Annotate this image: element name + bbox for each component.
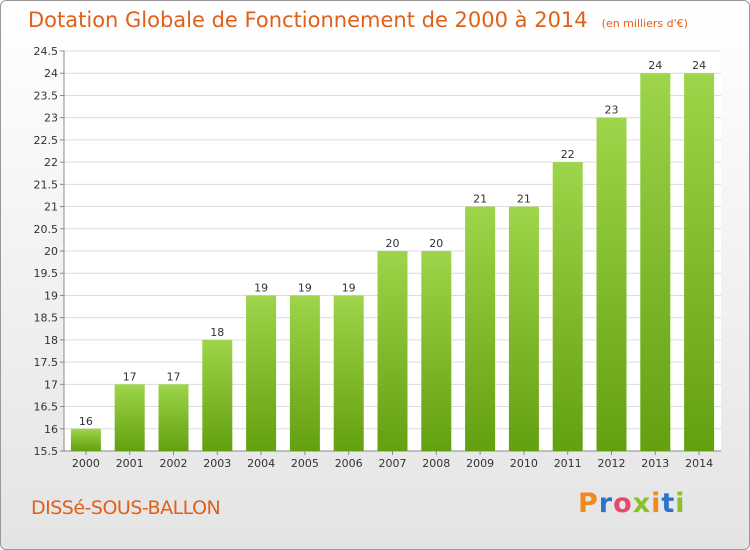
value-label-2005: 19 bbox=[298, 281, 312, 294]
y-tick-label: 16.5 bbox=[34, 401, 59, 414]
value-label-2006: 19 bbox=[342, 281, 356, 294]
y-tick-label: 17.5 bbox=[34, 356, 59, 369]
logo-letter: o bbox=[613, 488, 633, 519]
x-tick-label-2011: 2011 bbox=[554, 457, 582, 470]
y-tick-label: 24 bbox=[44, 67, 58, 80]
unit-label: (en milliers d'€) bbox=[601, 17, 688, 30]
value-label-2003: 18 bbox=[210, 326, 224, 339]
x-tick-label-2005: 2005 bbox=[291, 457, 319, 470]
value-label-2009: 21 bbox=[473, 193, 487, 206]
x-tick-label-2010: 2010 bbox=[510, 457, 538, 470]
city-name: DISSé-SOUS-BALLON bbox=[31, 497, 221, 519]
x-tick-label-2000: 2000 bbox=[72, 457, 100, 470]
y-tick-label: 17 bbox=[44, 378, 58, 391]
y-tick-label: 20.5 bbox=[34, 223, 59, 236]
y-tick-label: 23.5 bbox=[34, 89, 59, 102]
x-tick-label-2002: 2002 bbox=[160, 457, 188, 470]
bar-2002 bbox=[158, 384, 189, 451]
x-tick-label-2012: 2012 bbox=[598, 457, 626, 470]
logo-letter: i bbox=[675, 488, 686, 519]
logo-letter: t bbox=[661, 488, 676, 519]
y-tick-label: 20 bbox=[44, 245, 58, 258]
value-label-2000: 16 bbox=[79, 415, 93, 428]
y-tick-label: 18.5 bbox=[34, 312, 59, 325]
bar-2005 bbox=[289, 295, 320, 451]
bar-layer: 16 17 17 18 19 19 19 20 20 21 21 22 23 24 24 bbox=[70, 59, 715, 452]
x-tick-label-2007: 2007 bbox=[379, 457, 407, 470]
bar-2014 bbox=[684, 73, 715, 451]
x-tick-label-2006: 2006 bbox=[335, 457, 363, 470]
y-tick-label: 21 bbox=[44, 201, 58, 214]
title-text: Dotation Globale de Fonctionnement de 20… bbox=[28, 8, 588, 32]
bar-2006 bbox=[333, 295, 364, 451]
bar-2003 bbox=[202, 339, 233, 451]
value-label-2004: 19 bbox=[254, 281, 268, 294]
x-tick-label-2001: 2001 bbox=[116, 457, 144, 470]
x-tick-label-2013: 2013 bbox=[641, 457, 669, 470]
logo-letter: r bbox=[598, 488, 614, 519]
value-label-2002: 17 bbox=[167, 370, 181, 383]
x-tick-label-2014: 2014 bbox=[685, 457, 713, 470]
y-tick-label: 22.5 bbox=[34, 134, 59, 147]
chart-title: Dotation Globale de Fonctionnement de 20… bbox=[28, 8, 688, 32]
value-label-2012: 23 bbox=[605, 104, 619, 117]
x-tick-label-2008: 2008 bbox=[422, 457, 450, 470]
y-tick-label: 16 bbox=[44, 423, 58, 436]
y-tick-label: 18 bbox=[44, 334, 58, 347]
y-tick-label: 24.5 bbox=[34, 45, 59, 58]
x-tick-label-2004: 2004 bbox=[247, 457, 275, 470]
bar-2011 bbox=[552, 162, 583, 451]
axis-layer: 15.5 16 16.5 17 17.5 18 18.5 19 19.5 20 20.5 21 21.5… bbox=[34, 45, 721, 470]
bar-2001 bbox=[114, 384, 145, 451]
y-tick-label: 19 bbox=[44, 289, 58, 302]
value-label-2008: 20 bbox=[429, 237, 443, 250]
value-label-2013: 24 bbox=[648, 59, 662, 72]
value-label-2007: 20 bbox=[386, 237, 400, 250]
y-tick-label: 22 bbox=[44, 156, 58, 169]
y-tick-label: 19.5 bbox=[34, 267, 59, 280]
y-tick-label: 23 bbox=[44, 112, 58, 125]
bar-2009 bbox=[465, 206, 496, 451]
bar-2010 bbox=[508, 206, 539, 451]
value-label-2014: 24 bbox=[692, 59, 706, 72]
bar-2004 bbox=[246, 295, 277, 451]
bar-2012 bbox=[596, 117, 627, 452]
bar-2008 bbox=[421, 251, 452, 451]
x-tick-label-2009: 2009 bbox=[466, 457, 494, 470]
logo-letter: x bbox=[632, 488, 652, 519]
bar-2000 bbox=[70, 428, 101, 451]
y-tick-label: 21.5 bbox=[34, 178, 59, 191]
value-label-2010: 21 bbox=[517, 193, 531, 206]
proxiti-logo: Proxiti bbox=[578, 488, 686, 519]
x-tick-label-2003: 2003 bbox=[203, 457, 231, 470]
logo-letter: P bbox=[578, 488, 599, 519]
logo-letter: i bbox=[651, 488, 662, 519]
value-label-2011: 22 bbox=[561, 148, 575, 161]
value-label-2001: 17 bbox=[123, 370, 137, 383]
bar-2013 bbox=[640, 73, 671, 451]
y-tick-label: 15.5 bbox=[34, 445, 59, 458]
bar-2007 bbox=[377, 251, 408, 451]
